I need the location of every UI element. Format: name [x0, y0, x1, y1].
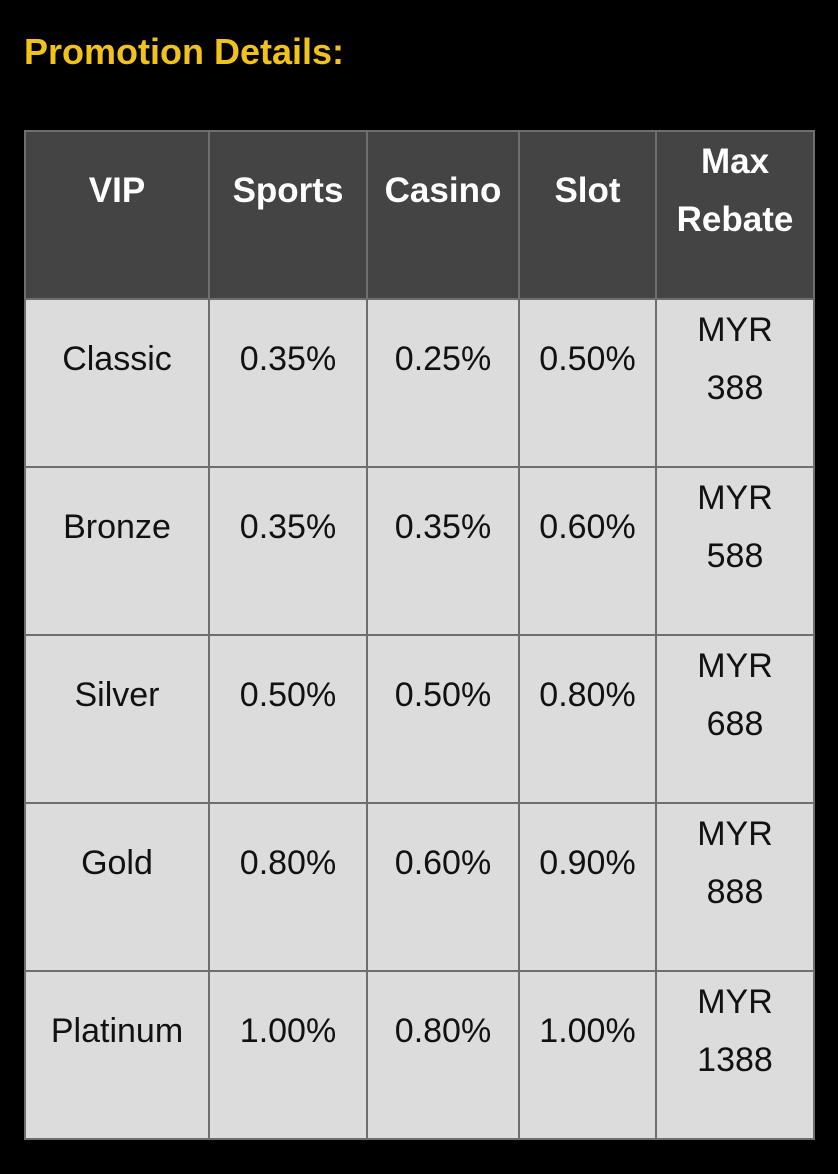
cell-sports: 0.80%: [208, 802, 368, 972]
header-casino: Casino: [366, 130, 520, 300]
cell-vip: Bronze: [24, 466, 210, 636]
promotion-table: VIP Sports Casino Slot Max Rebate Classi…: [24, 130, 815, 1140]
cell-slot: 0.60%: [518, 466, 657, 636]
cell-vip: Silver: [24, 634, 210, 804]
cell-slot: 0.80%: [518, 634, 657, 804]
header-sports: Sports: [208, 130, 368, 300]
table-row: Gold 0.80% 0.60% 0.90% MYR 888: [24, 802, 815, 972]
table-row: Classic 0.35% 0.25% 0.50% MYR 388: [24, 298, 815, 468]
cell-sports: 0.50%: [208, 634, 368, 804]
table-row: Platinum 1.00% 0.80% 1.00% MYR 1388: [24, 970, 815, 1140]
cell-casino: 0.35%: [366, 466, 520, 636]
cell-sports: 0.35%: [208, 466, 368, 636]
cell-vip: Gold: [24, 802, 210, 972]
cell-casino: 0.80%: [366, 970, 520, 1140]
header-slot: Slot: [518, 130, 657, 300]
cell-casino: 0.60%: [366, 802, 520, 972]
cell-max-rebate: MYR 1388: [655, 970, 815, 1140]
cell-casino: 0.50%: [366, 634, 520, 804]
cell-slot: 0.50%: [518, 298, 657, 468]
cell-slot: 1.00%: [518, 970, 657, 1140]
cell-max-rebate: MYR 888: [655, 802, 815, 972]
table-header-row: VIP Sports Casino Slot Max Rebate: [24, 130, 815, 300]
cell-casino: 0.25%: [366, 298, 520, 468]
cell-slot: 0.90%: [518, 802, 657, 972]
cell-sports: 1.00%: [208, 970, 368, 1140]
cell-max-rebate: MYR 688: [655, 634, 815, 804]
cell-vip: Platinum: [24, 970, 210, 1140]
page-title: Promotion Details:: [24, 31, 345, 72]
cell-max-rebate: MYR 388: [655, 298, 815, 468]
header-max-rebate: Max Rebate: [655, 130, 815, 300]
cell-vip: Classic: [24, 298, 210, 468]
cell-max-rebate: MYR 588: [655, 466, 815, 636]
header-vip: VIP: [24, 130, 210, 300]
cell-sports: 0.35%: [208, 298, 368, 468]
table-row: Bronze 0.35% 0.35% 0.60% MYR 588: [24, 466, 815, 636]
table-row: Silver 0.50% 0.50% 0.80% MYR 688: [24, 634, 815, 804]
